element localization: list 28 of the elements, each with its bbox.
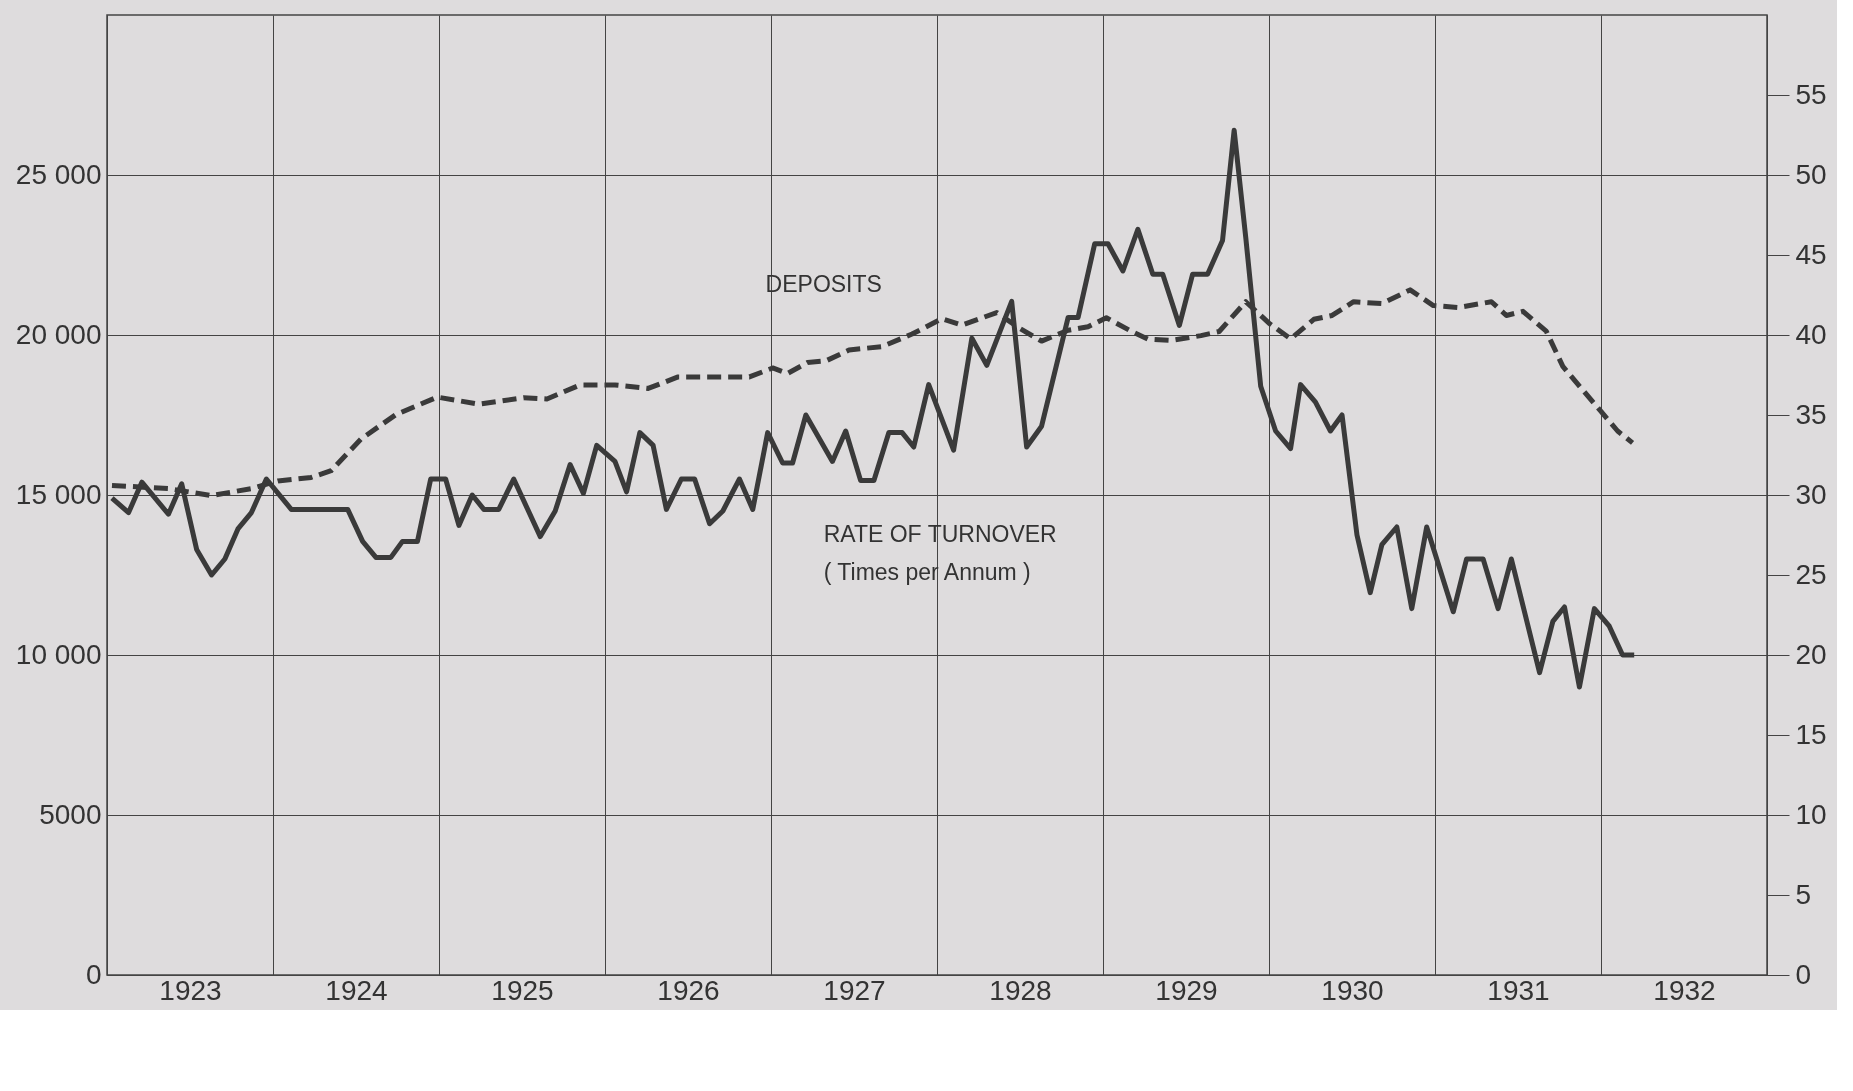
y2-tick-label: 15 (1795, 718, 1827, 750)
x-tick-label: 1928 (989, 974, 1052, 1006)
x-tick-label: 1927 (823, 974, 886, 1006)
y2-tick-label: 30 (1795, 478, 1827, 510)
x-tick-label: 1930 (1321, 974, 1384, 1006)
x-tick-label: 1923 (159, 974, 222, 1006)
y-tick-label: 0 (85, 958, 102, 990)
x-tick-label: 1931 (1487, 974, 1550, 1006)
y-tick-label: 20 000 (15, 318, 102, 350)
y2-tick-label: 35 (1795, 398, 1827, 430)
y-tick-label: 25 000 (15, 158, 102, 190)
y-tick-label: 5000 (39, 798, 102, 830)
x-tick-label: 1926 (657, 974, 720, 1006)
y2-tick-label: 20 (1795, 638, 1827, 670)
y2-tick-label: 10 (1795, 798, 1827, 830)
y2-tick-label: 25 (1795, 558, 1827, 590)
y2-tick-label: 50 (1795, 158, 1827, 190)
x-tick-label: 1932 (1653, 974, 1716, 1006)
x-tick-label: 1924 (325, 974, 388, 1006)
x-tick-label: 1929 (1155, 974, 1218, 1006)
y2-tick-label: 5 (1795, 878, 1812, 910)
x-tick-label: 1925 (491, 974, 554, 1006)
y2-tick-label: 45 (1795, 238, 1827, 270)
y-tick-label: 15 000 (15, 478, 102, 510)
y2-tick-label: 55 (1795, 78, 1827, 110)
y2-tick-label: 0 (1795, 958, 1812, 990)
y-tick-label: 10 000 (15, 638, 102, 670)
y2-tick-label: 40 (1795, 318, 1827, 350)
